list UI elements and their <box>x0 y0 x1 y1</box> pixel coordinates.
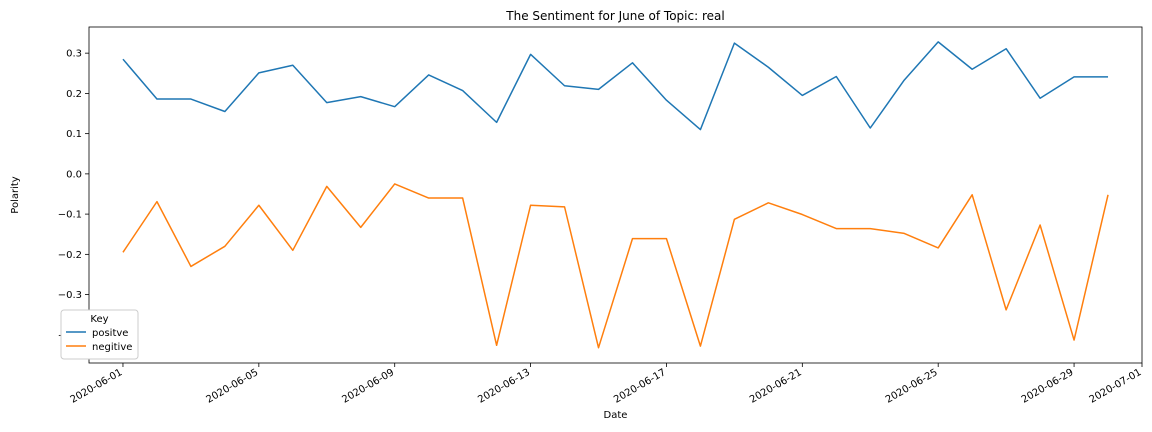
y-axis-label: Polarity <box>10 176 21 214</box>
x-tick-label: 2020-06-21 <box>748 367 804 406</box>
y-tick-label: 0.3 <box>66 49 82 60</box>
x-tick-label: 2020-06-17 <box>612 367 668 406</box>
y-tick-label: −0.1 <box>58 210 82 221</box>
x-tick-label: 2020-06-05 <box>205 367 261 406</box>
legend-title: Key <box>90 314 108 325</box>
x-tick-label: 2020-06-13 <box>476 367 532 406</box>
x-tick-label: 2020-06-25 <box>884 367 940 406</box>
plot-area: −0.4−0.3−0.2−0.10.00.10.20.32020-06-0120… <box>58 26 1144 406</box>
x-axis-label: Date <box>604 410 628 421</box>
axes-frame <box>88 26 1143 364</box>
x-tick-label: 2020-06-01 <box>69 367 125 406</box>
y-tick-label: 0.1 <box>66 129 82 140</box>
x-tick-label: 2020-06-29 <box>1020 367 1076 406</box>
legend-label-positve: positve <box>92 328 128 339</box>
x-tick-label: 2020-07-01 <box>1088 367 1144 406</box>
legend-label-negitive: negitive <box>92 342 132 353</box>
series-line-positve <box>122 41 1109 131</box>
y-tick-label: 0.2 <box>66 89 82 100</box>
y-tick-label: −0.3 <box>58 290 82 301</box>
series-line-negitive <box>122 183 1109 349</box>
chart-title: The Sentiment for June of Topic: real <box>505 9 724 23</box>
legend: Key positve negitive <box>60 309 139 360</box>
y-tick-label: −0.2 <box>58 250 82 261</box>
x-tick-label: 2020-06-09 <box>340 367 396 406</box>
y-tick-label: 0.0 <box>66 169 82 180</box>
